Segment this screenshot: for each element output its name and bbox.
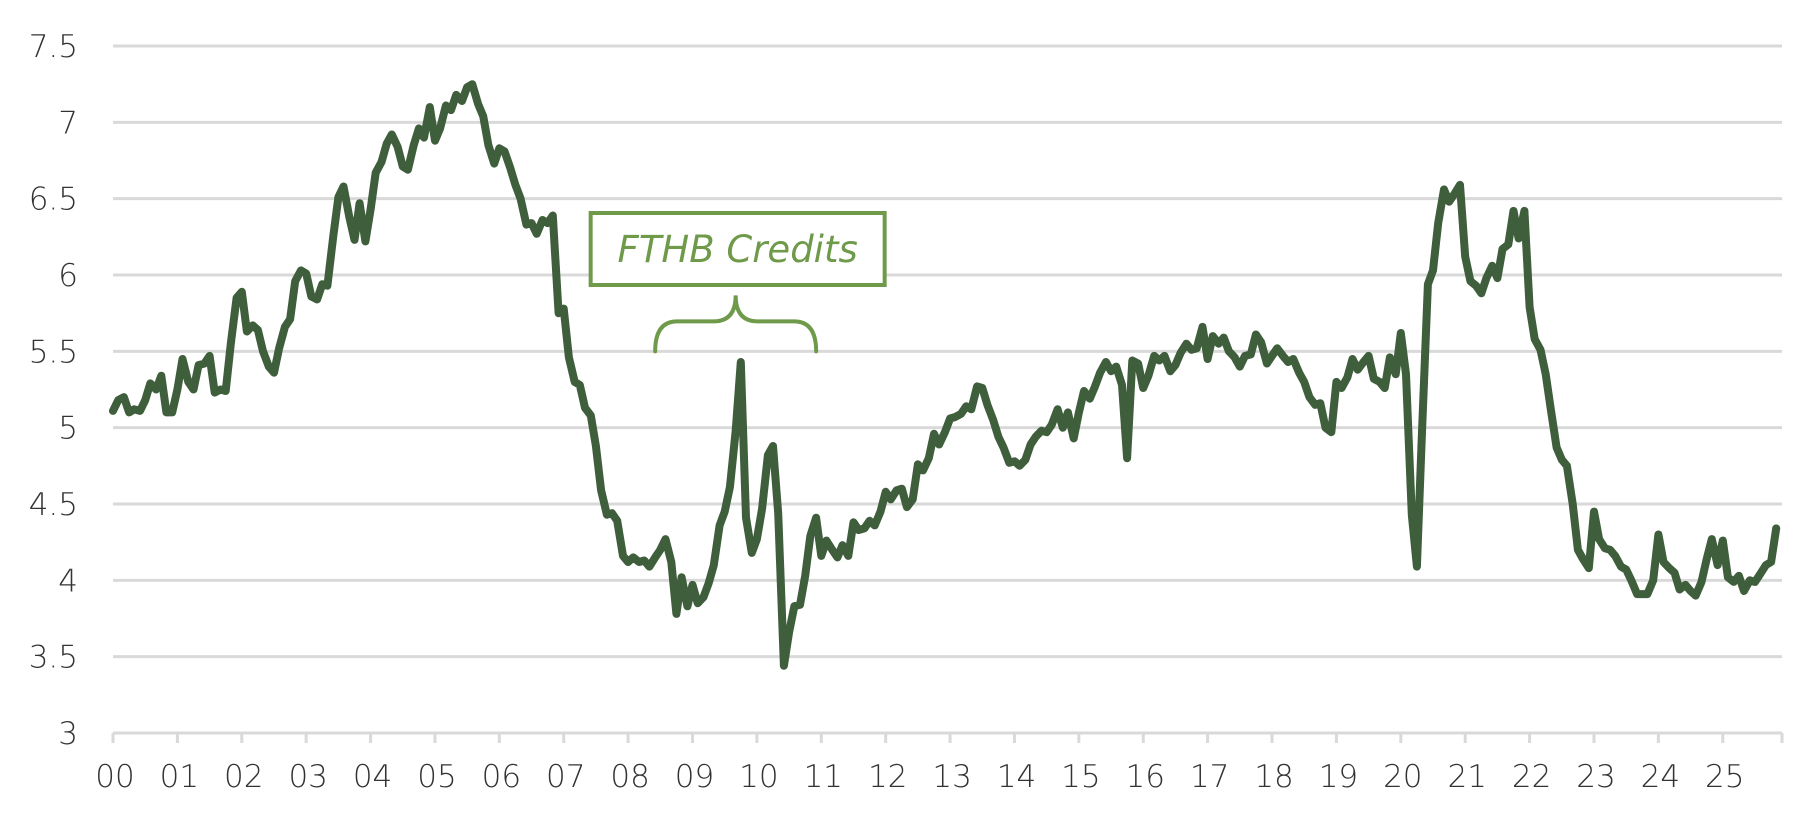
x-tick-label: 12 [868, 759, 907, 795]
x-tick-label: 04 [353, 759, 392, 795]
y-tick-label: 7 [58, 105, 78, 141]
y-tick-label: 3 [58, 716, 78, 752]
x-tick-label: 21 [1447, 759, 1486, 795]
x-tick-label: 18 [1254, 759, 1293, 795]
x-tick-label: 06 [482, 759, 521, 795]
x-tick-label: 17 [1190, 759, 1229, 795]
x-tick-label: 20 [1383, 759, 1422, 795]
fthb-credits-annotation: FTHB Credits [588, 211, 887, 354]
x-tick-label: 07 [546, 759, 585, 795]
x-tick-label: 14 [997, 759, 1036, 795]
x-tick-label: 24 [1641, 759, 1680, 795]
x-tick-label: 01 [160, 759, 199, 795]
x-tick-label: 02 [224, 759, 263, 795]
annotation-label: FTHB Credits [618, 228, 858, 271]
x-tick-label: 03 [288, 759, 327, 795]
y-tick-label: 5.5 [29, 334, 78, 370]
x-tick-label: 25 [1705, 759, 1744, 795]
annotation-box [588, 211, 887, 287]
y-tick-label: 3.5 [29, 640, 78, 676]
y-tick-label: 4 [58, 563, 78, 599]
annotation-brace [653, 295, 819, 354]
series-line [109, 80, 1781, 670]
x-tick-label: 19 [1319, 759, 1358, 795]
x-axis-ticks: 00 01 02 03 04 05 06 07 08 09 10 11 12 13 14 15 16 17 18 19… [95, 733, 1784, 795]
x-tick-label: 09 [675, 759, 714, 795]
y-tick-label: 4.5 [29, 487, 78, 523]
x-tick-label: 10 [739, 759, 778, 795]
y-tick-label: 6.5 [29, 182, 78, 218]
x-tick-label: 08 [610, 759, 649, 795]
x-tick-label: 05 [417, 759, 456, 795]
x-tick-label: 11 [804, 759, 843, 795]
y-tick-label: 6 [58, 258, 78, 294]
x-tick-label: 22 [1512, 759, 1551, 795]
y-tick-label: 5 [58, 411, 78, 447]
y-tick-label: 7.5 [29, 29, 78, 65]
x-tick-label: 13 [932, 759, 971, 795]
x-tick-label: 15 [1061, 759, 1100, 795]
x-tick-label: 00 [95, 759, 134, 795]
y-axis-tick-labels: 3 3.5 4 4.5 5 5.5 6 6.5 7 7.5 [29, 29, 78, 752]
x-tick-label: 16 [1126, 759, 1165, 795]
gridlines [113, 44, 1782, 659]
series-lines [109, 80, 1781, 670]
x-tick-label: 23 [1576, 759, 1615, 795]
